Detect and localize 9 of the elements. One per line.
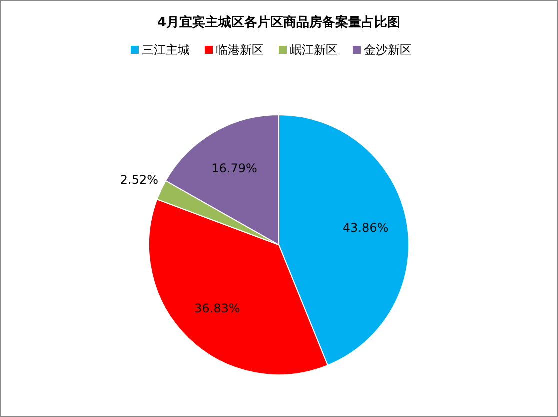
data-label: 43.86% [342, 221, 389, 236]
data-label: 2.52% [120, 172, 159, 187]
legend-label: 岷江新区 [290, 43, 338, 57]
chart-title: 4月宜宾主城区各片区商品房备案量占比图 [157, 14, 401, 30]
data-label: 36.83% [194, 301, 240, 316]
data-label: 16.79% [212, 162, 258, 176]
legend-label: 三江主城 [142, 43, 190, 57]
legend-label: 金沙新区 [364, 43, 412, 57]
legend-label: 临港新区 [216, 43, 264, 57]
